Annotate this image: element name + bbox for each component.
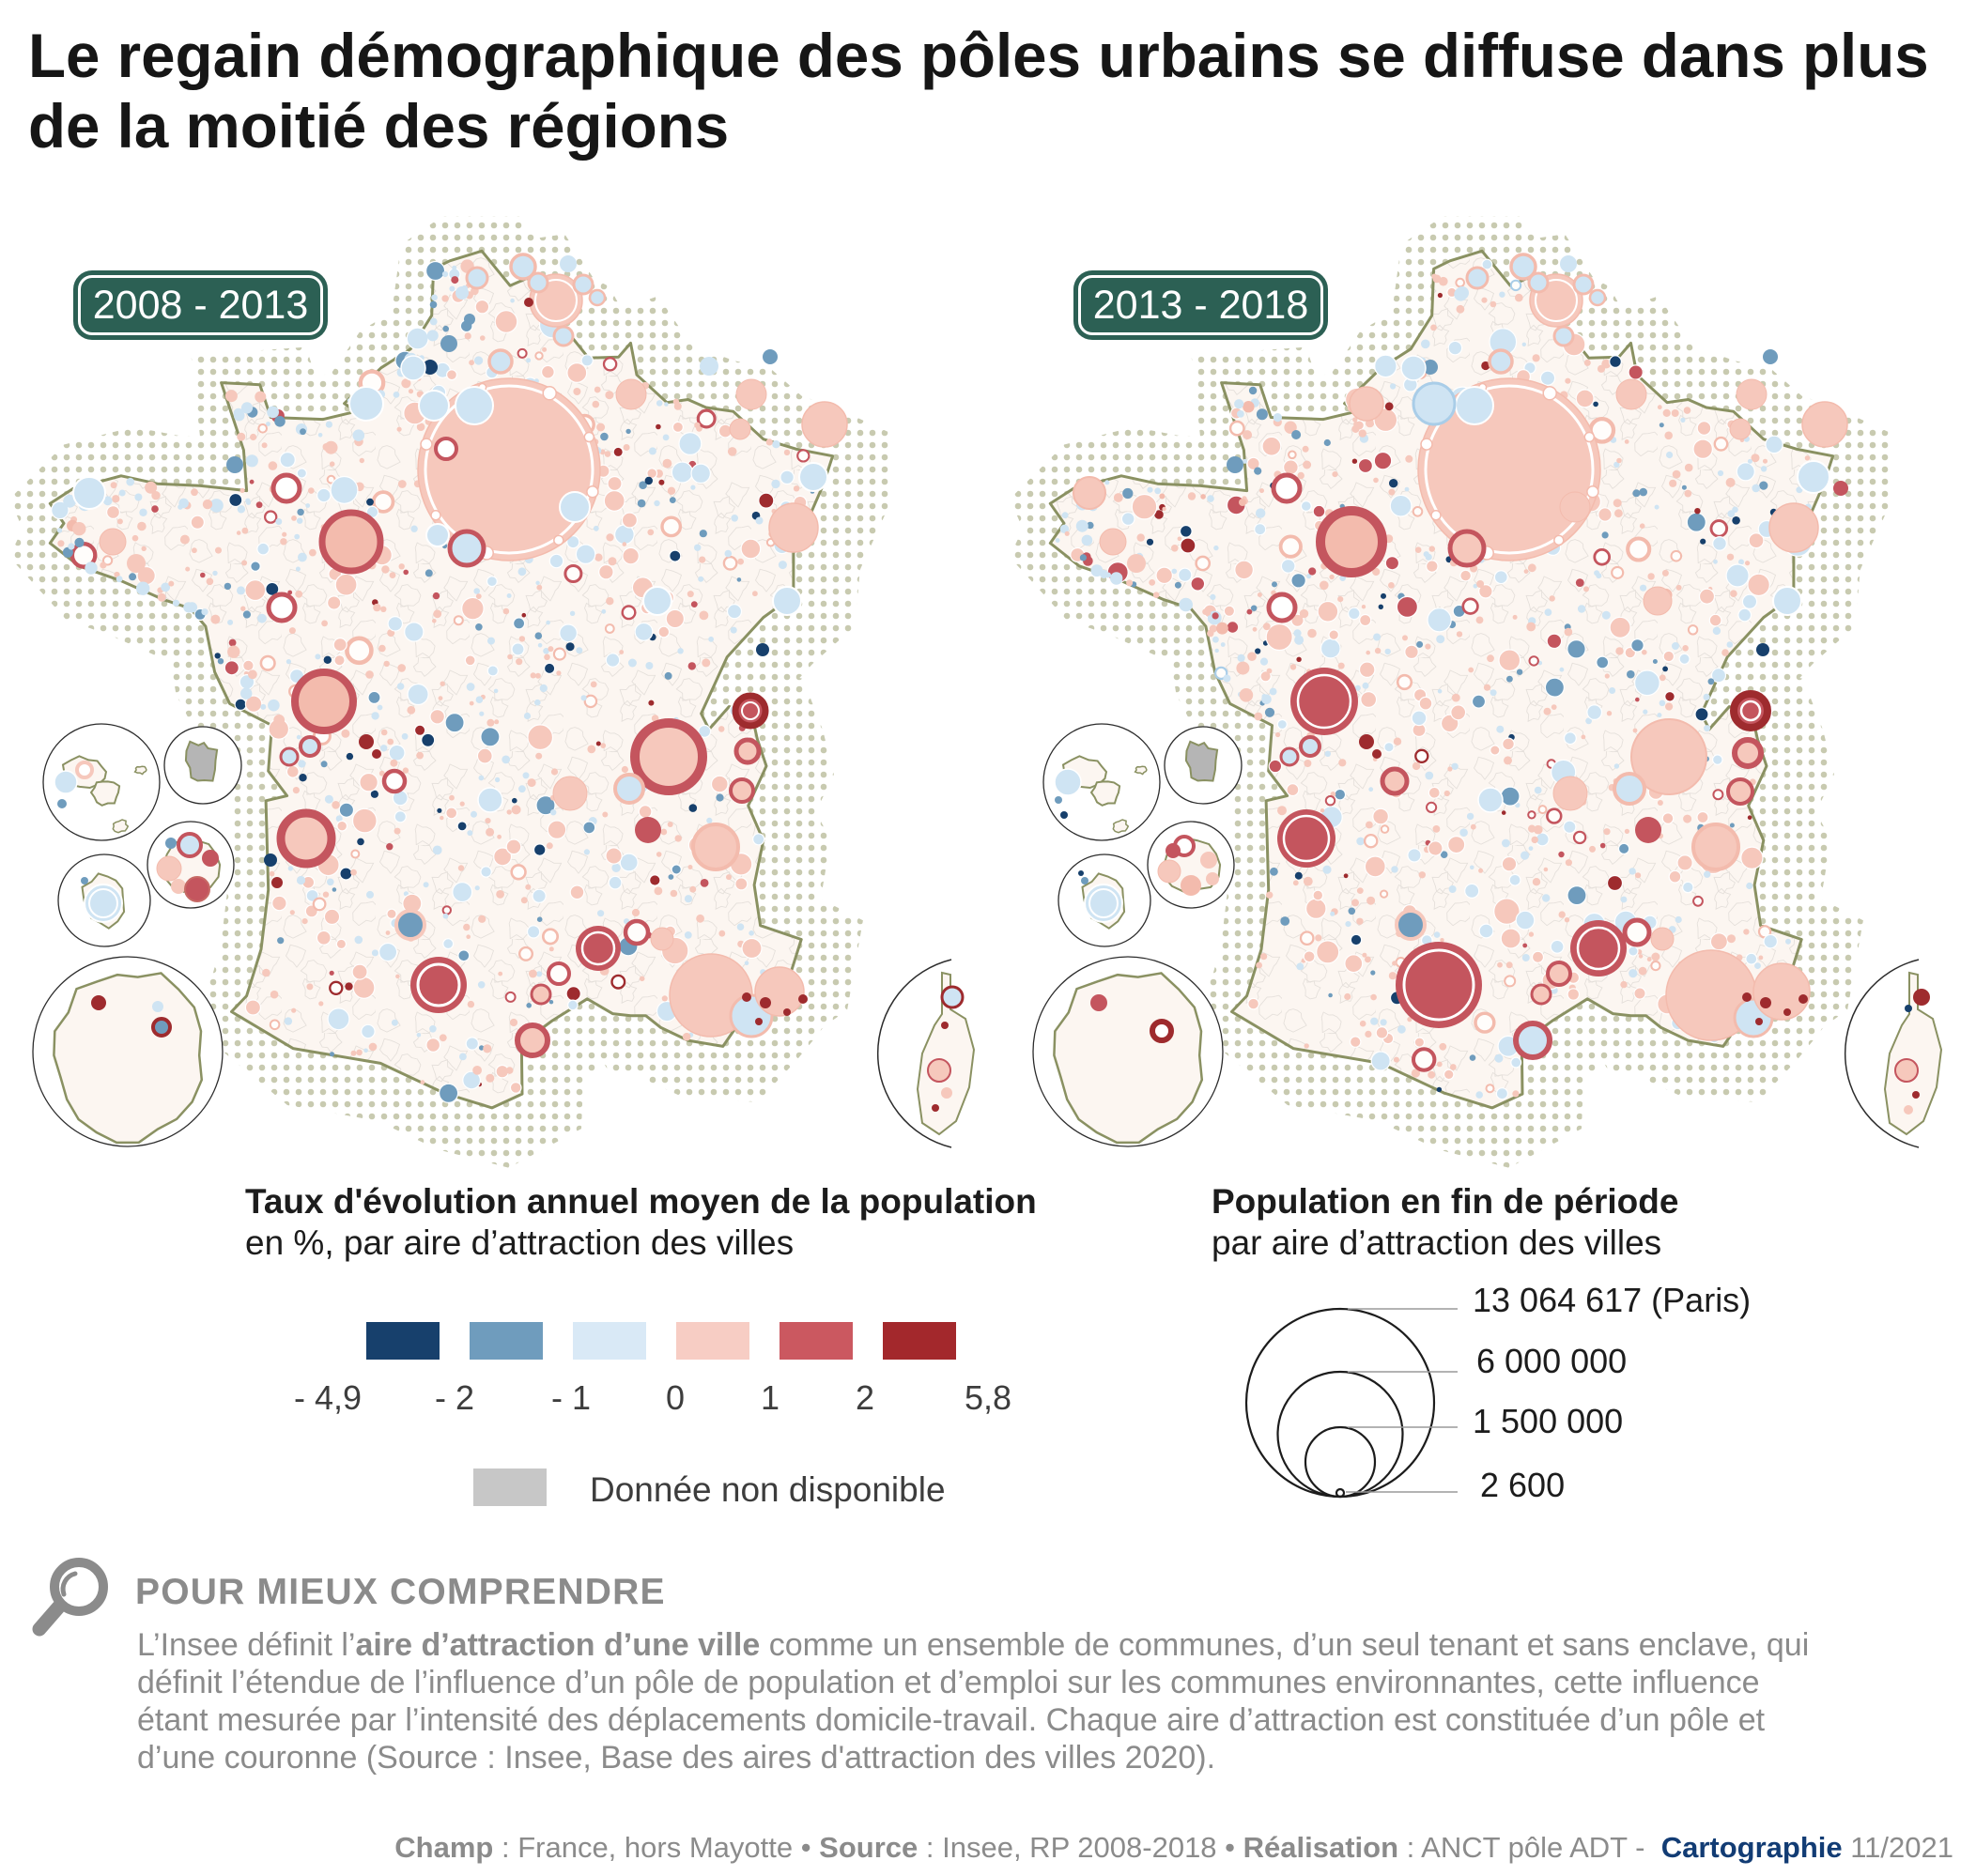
svg-text:13 064 617 (Paris): 13 064 617 (Paris) (1473, 1281, 1751, 1319)
svg-text:2 600: 2 600 (1480, 1466, 1565, 1504)
svg-text:1 500 000: 1 500 000 (1473, 1402, 1623, 1440)
svg-text:6 000 000: 6 000 000 (1476, 1342, 1627, 1380)
